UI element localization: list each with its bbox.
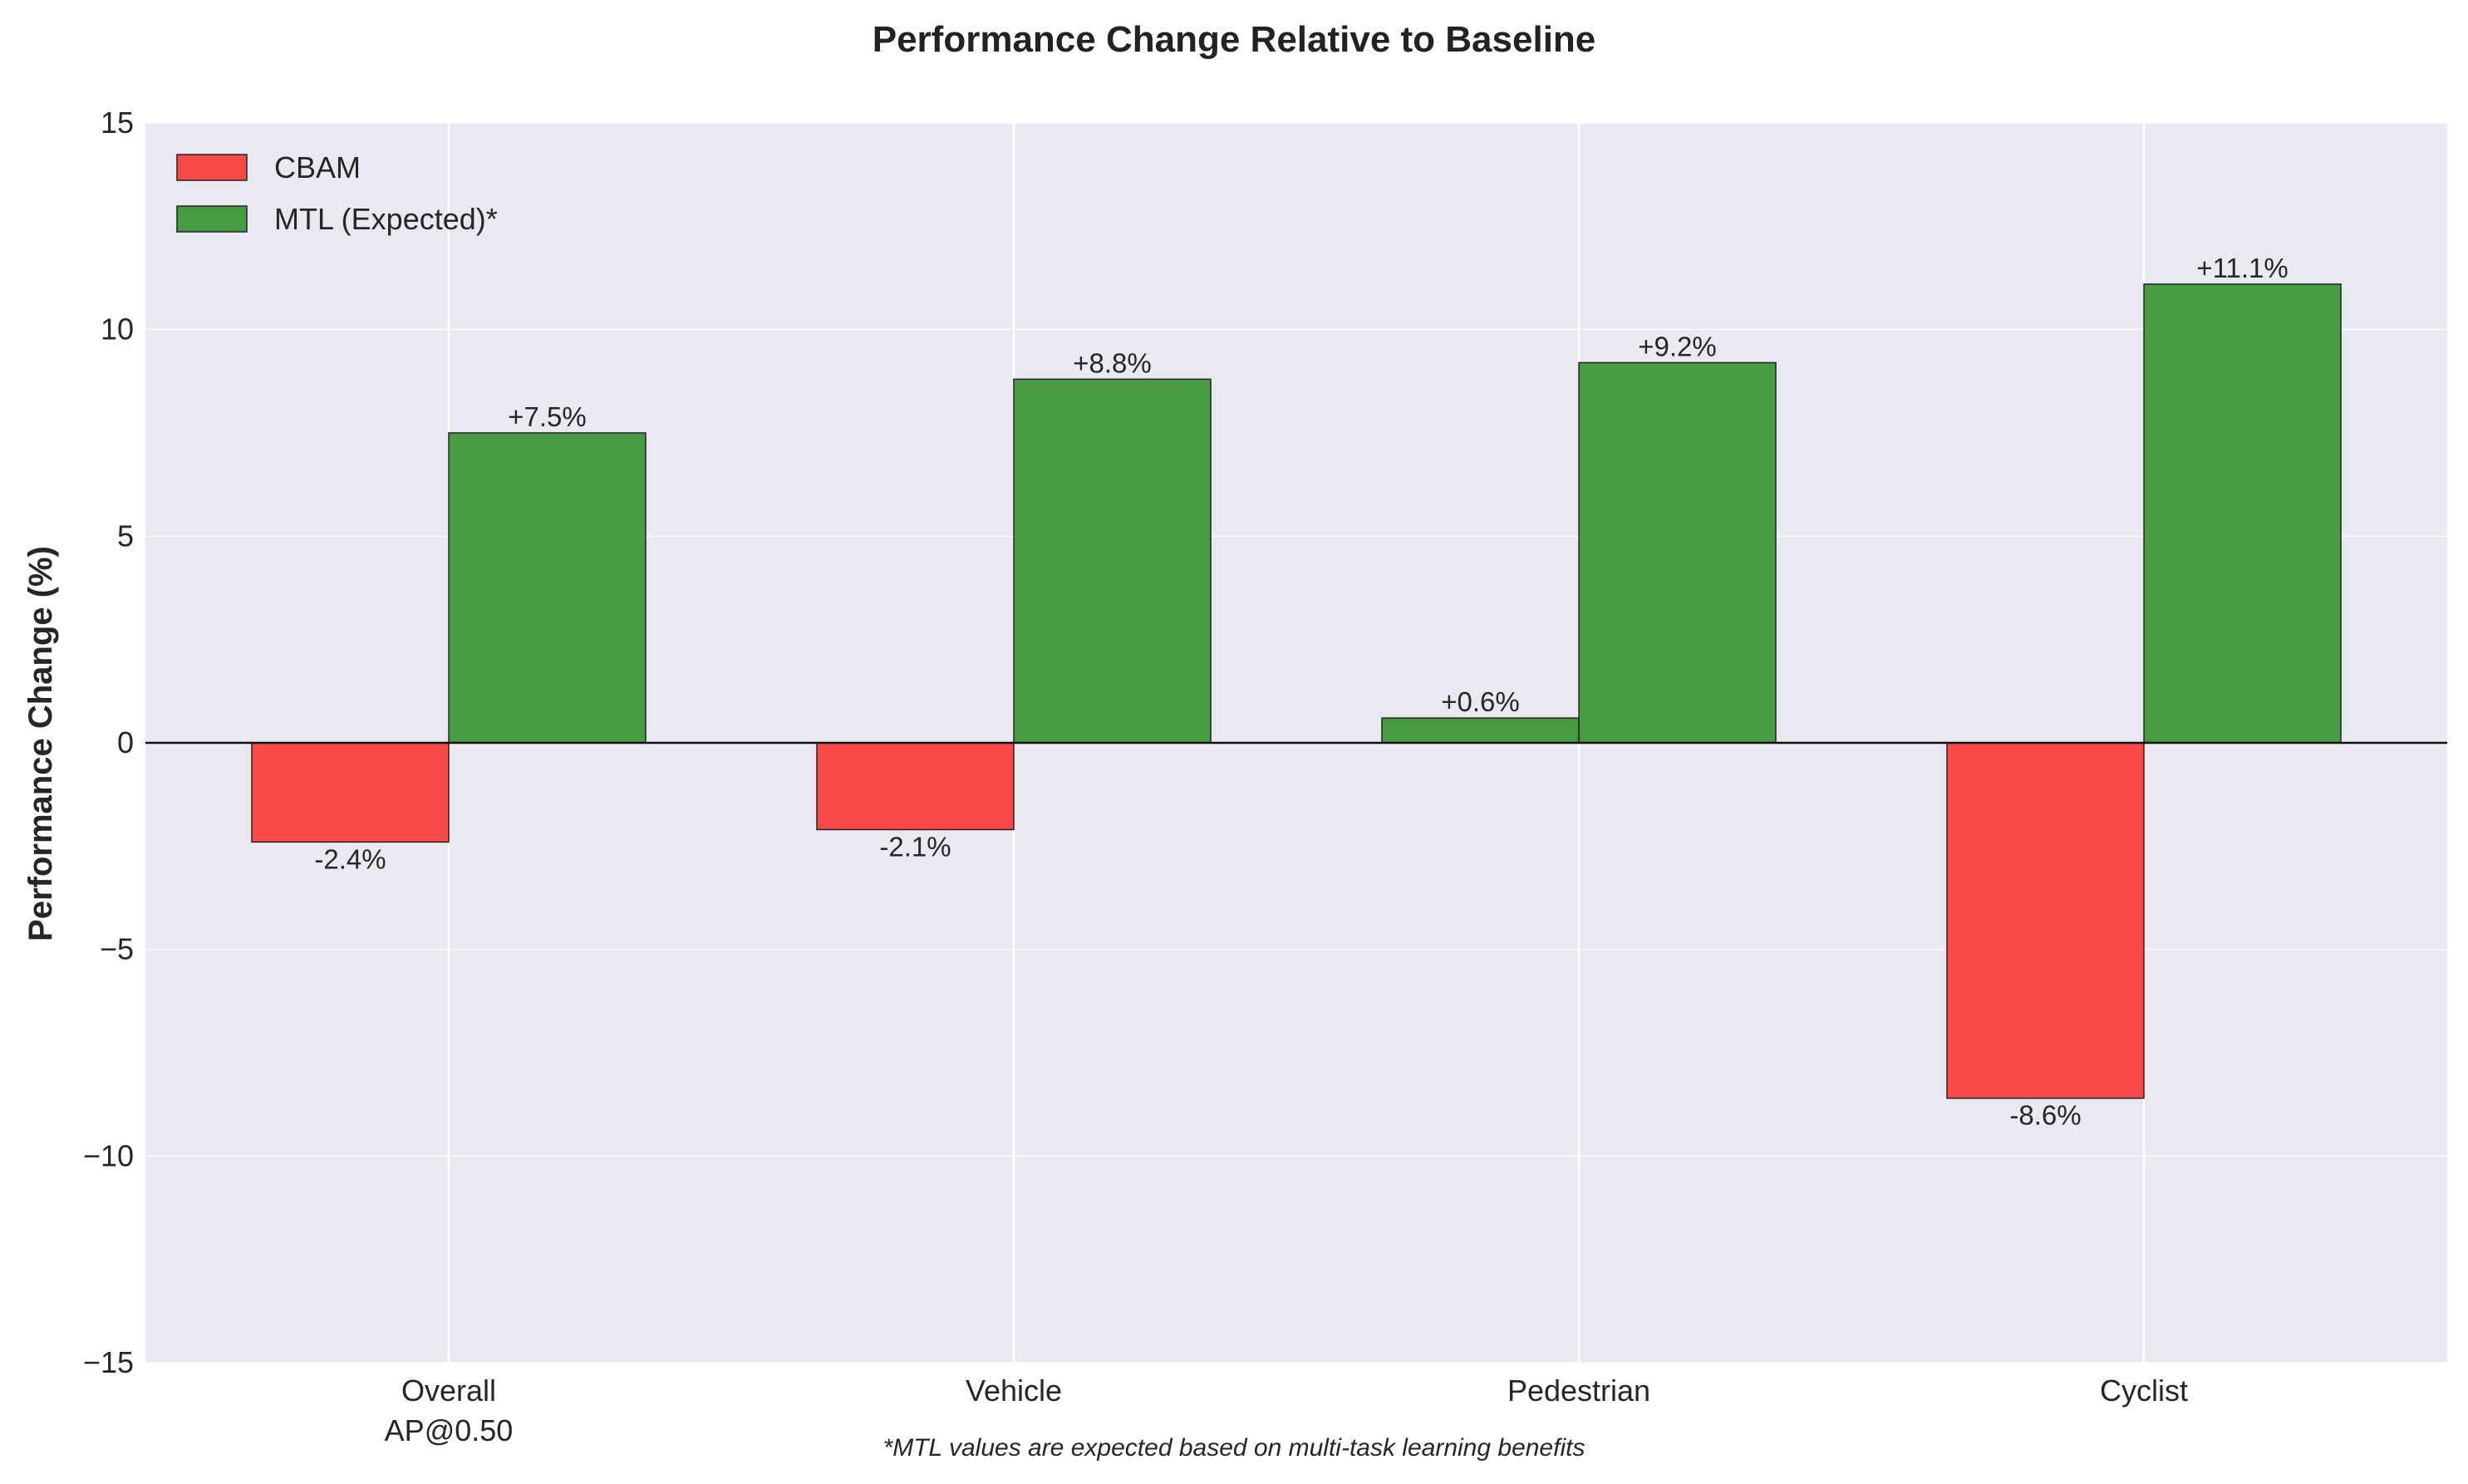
bar-mtl-expected-0 bbox=[448, 432, 646, 744]
bar-cbam-3 bbox=[1946, 742, 2145, 1099]
bar-cbam-1 bbox=[816, 742, 1015, 831]
x-tick-label: Vehicle bbox=[966, 1373, 1062, 1408]
data-label: +9.2% bbox=[1638, 331, 1717, 361]
data-label: -8.6% bbox=[2009, 1100, 2081, 1131]
bar-mtl-expected-1 bbox=[1013, 378, 1212, 744]
y-tick-label: −5 bbox=[100, 932, 134, 966]
y-tick-label: 10 bbox=[101, 312, 134, 346]
x-tick-label: Cyclist bbox=[2100, 1373, 2188, 1408]
y-tick-label: 5 bbox=[117, 518, 134, 553]
y-tick-label: 0 bbox=[117, 725, 134, 759]
chart-title: Performance Change Relative to Baseline bbox=[873, 19, 1596, 60]
footnote: *MTL values are expected based on multi-… bbox=[883, 1434, 1586, 1462]
data-label: +7.5% bbox=[508, 401, 587, 432]
bar-cbam-2 bbox=[1381, 717, 1580, 744]
data-label: +11.1% bbox=[2196, 253, 2288, 283]
y-tick-label: −10 bbox=[83, 1138, 134, 1172]
y-axis-label: Performance Change (%) bbox=[22, 546, 59, 941]
data-label: -2.4% bbox=[314, 843, 386, 874]
legend-swatch bbox=[176, 205, 248, 233]
data-label: +0.6% bbox=[1441, 686, 1520, 717]
bar-mtl-expected-3 bbox=[2143, 283, 2342, 744]
data-label: -2.1% bbox=[879, 831, 951, 862]
plot-area: 15 10 5 0 −5 −10 −15 Overall AP@0.50 Vehicle Pedes… bbox=[83, 106, 2447, 1447]
x-tick-label: Pedestrian bbox=[1507, 1373, 1650, 1408]
legend-label: CBAM bbox=[274, 150, 361, 184]
x-tick-label: Overall bbox=[401, 1373, 496, 1408]
legend-label: MTL (Expected)* bbox=[274, 202, 498, 236]
data-label: +8.8% bbox=[1073, 347, 1152, 378]
legend-swatch bbox=[176, 154, 248, 181]
y-tick-label: 15 bbox=[101, 106, 134, 140]
x-tick-label: AP@0.50 bbox=[385, 1413, 514, 1447]
y-tick-label: −15 bbox=[83, 1345, 134, 1379]
bar-cbam-0 bbox=[251, 742, 450, 843]
bar-mtl-expected-2 bbox=[1578, 361, 1777, 744]
